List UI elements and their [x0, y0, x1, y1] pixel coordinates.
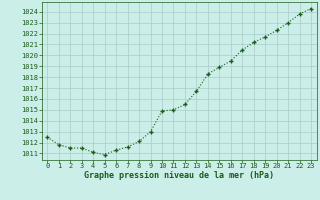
X-axis label: Graphe pression niveau de la mer (hPa): Graphe pression niveau de la mer (hPa) — [84, 171, 274, 180]
